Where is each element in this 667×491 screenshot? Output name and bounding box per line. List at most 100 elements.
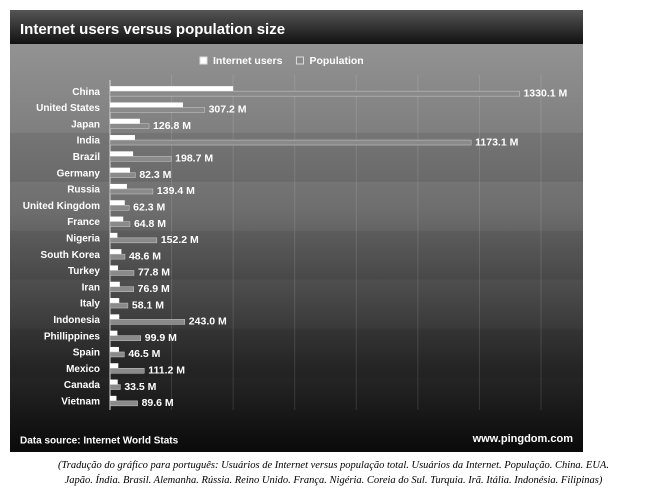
bar [110,330,118,336]
category-label: United Kingdom [23,201,100,212]
value-label: 89.6 M [142,397,174,409]
bar [110,183,127,189]
category-label: Japan [71,119,100,130]
bar [110,363,119,369]
category-label: Iran [82,282,100,293]
bar [110,86,234,92]
value-label: 139.4 M [157,185,195,197]
value-label: 76.9 M [138,283,170,295]
category-label: Nigeria [66,233,100,244]
bar [110,395,117,401]
title-bar [10,10,583,44]
bar [109,351,125,358]
bar [110,346,119,352]
value-label: 243.0 M [189,316,227,328]
bar [109,156,172,162]
source: Data source: Internet World Stats [20,436,179,447]
bar [109,139,472,146]
chart-title: Internet users versus population size [20,21,285,38]
category-label: South Korea [41,250,101,261]
category-label: Indonesia [53,315,100,326]
category-label: Phillippines [44,331,101,342]
value-label: 1330.1 M [523,87,567,99]
bar [110,314,120,320]
row-band [10,328,583,345]
value-label: 111.2 M [148,365,185,377]
bar [109,107,205,113]
value-label: 198.7 M [175,153,213,165]
bar [109,253,126,260]
category-label: Canada [64,380,101,391]
caption: (Tradução do gráfico para português: Usu… [0,458,667,488]
legend-swatch [295,56,304,65]
bar [110,135,135,141]
row-band [10,263,583,280]
category-label: United States [36,103,100,114]
value-label: 33.5 M [124,381,156,393]
brand: www.pingdom.com [472,433,574,445]
bar [110,200,125,206]
bar [110,216,124,222]
bar [109,400,138,407]
category-label: Spain [73,348,100,359]
value-label: 82.3 M [139,169,171,181]
legend-label: Population [309,55,363,67]
value-label: 77.8 M [138,267,170,279]
bar [110,379,118,385]
category-label: Russia [67,185,100,196]
row-band [10,165,583,182]
bar [110,102,183,108]
row-band [10,361,583,378]
category-label: India [77,136,101,147]
category-label: Italy [80,299,100,310]
bar [109,123,150,129]
value-label: 307.2 M [209,104,247,116]
bar [109,335,142,341]
value-label: 62.3 M [133,202,165,214]
value-label: 58.1 M [132,299,164,311]
category-label: Vietnam [61,396,100,407]
value-label: 1173.1 M [475,136,518,148]
category-label: China [72,87,100,98]
bar [109,237,158,244]
caption-line: (Tradução do gráfico para português: Usu… [58,460,609,471]
bar [109,221,131,227]
bar [110,249,122,255]
value-label: 152.2 M [161,234,199,246]
bar [110,151,134,157]
bar [110,298,120,304]
legend-label: Internet users [213,55,283,67]
category-label: Mexico [66,364,100,375]
value-label: 48.6 M [129,250,161,262]
bar [109,384,121,390]
plot-background [10,10,583,452]
bar [110,118,140,124]
category-label: Turkey [68,266,100,277]
bar [109,286,134,292]
value-label: 99.9 M [145,332,177,344]
bar [109,368,145,374]
bar [109,270,135,276]
value-label: 64.8 M [134,218,166,230]
legend-swatch [199,56,208,65]
value-label: 126.8 M [153,120,191,132]
bar [109,302,129,309]
caption-line: Japão. Índia. Brasil. Alemanha. Rússia. … [64,475,603,486]
bar [109,319,186,325]
category-label: Brazil [73,152,100,163]
bar [110,281,120,287]
bar [109,172,136,178]
bar [109,205,130,211]
bar [109,188,154,195]
bar [110,167,131,173]
chart: Internet users versus population size Da… [10,10,583,452]
bar [110,265,119,271]
value-label: 46.5 M [128,348,160,360]
row-band [10,247,583,264]
row-band [10,344,583,362]
bar [110,232,118,238]
category-label: France [67,217,100,228]
bar [109,90,520,97]
category-label: Germany [57,168,101,179]
